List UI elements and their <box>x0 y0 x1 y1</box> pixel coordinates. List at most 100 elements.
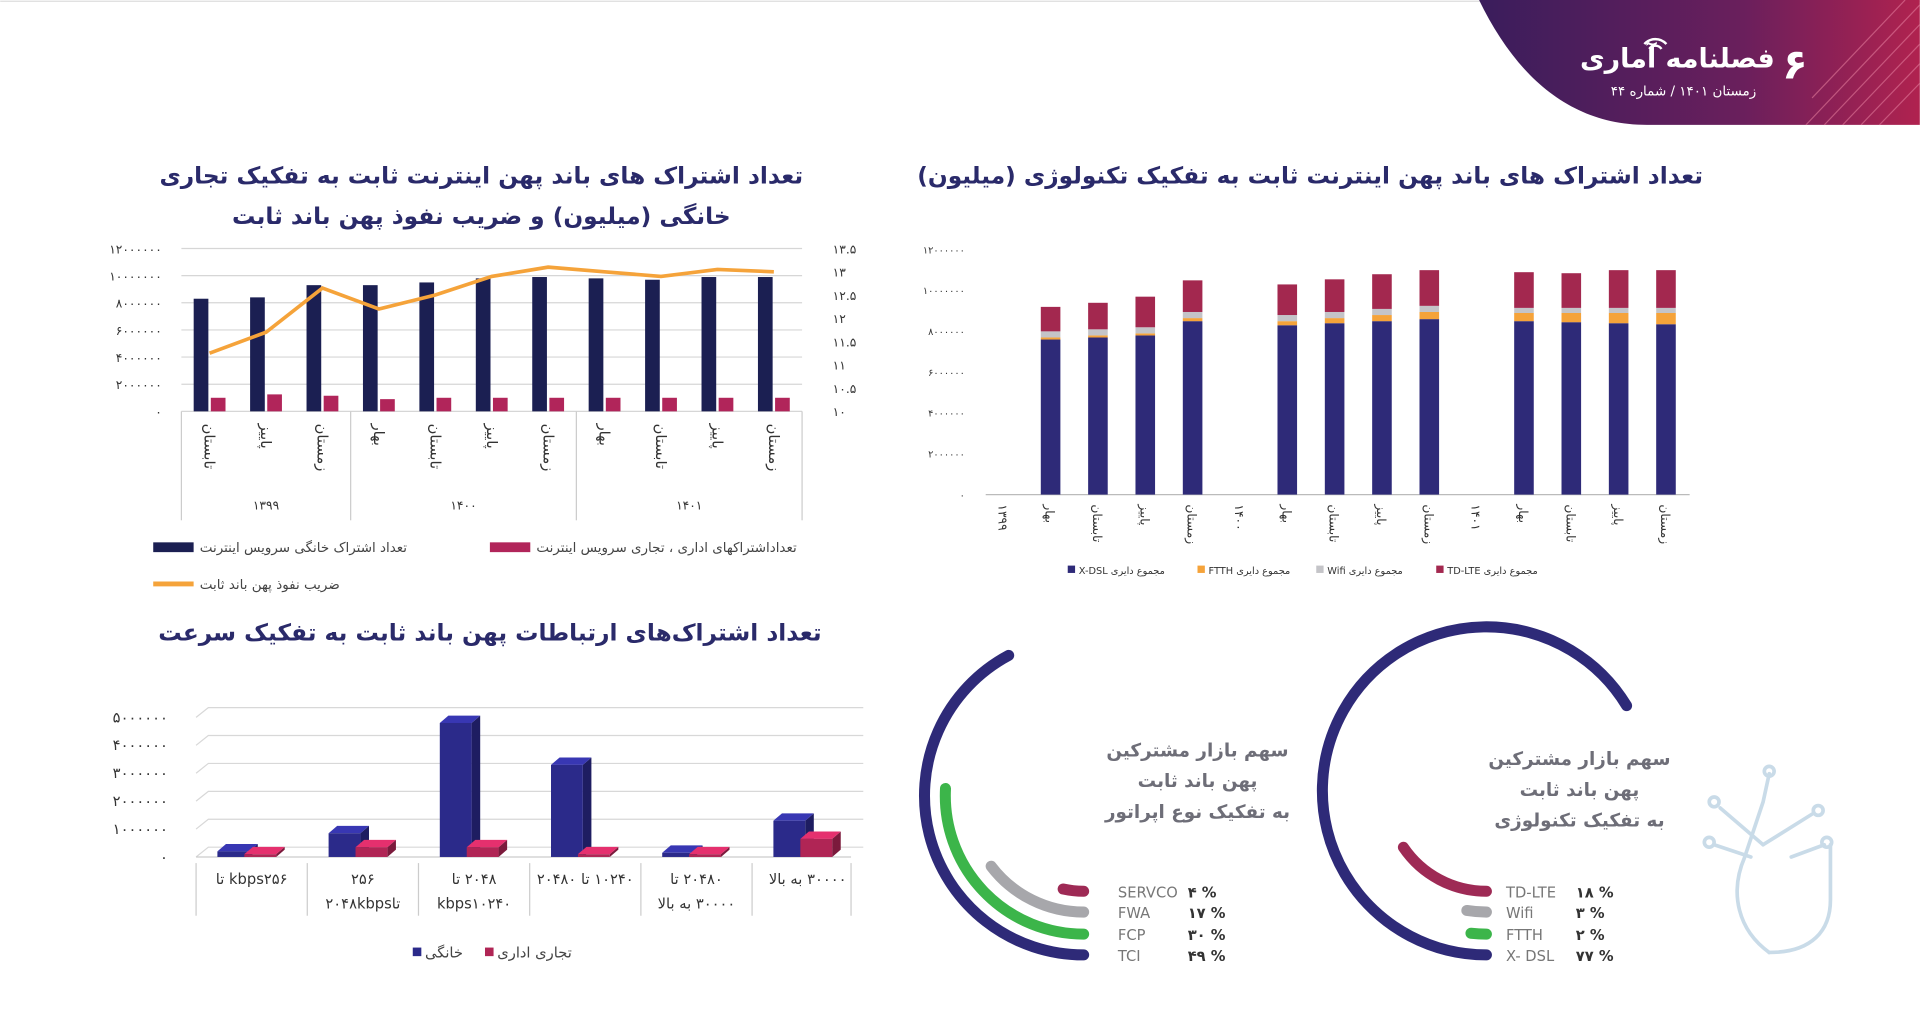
bar-segment <box>1324 318 1345 324</box>
y-tick-label: ۸۰۰۰۰۰۰ <box>928 327 965 338</box>
x-tick-label: پاییز <box>257 423 274 449</box>
bar <box>217 851 250 857</box>
x-tick-label: پاییز <box>1373 503 1388 525</box>
x-tick-label: پاییز <box>483 423 500 449</box>
value-label: ۲ % <box>1576 927 1605 944</box>
bar <box>701 277 717 412</box>
value-label: ۴ % <box>1188 884 1217 901</box>
x-tick-label: ۲۰۴۸۰ تا <box>670 871 723 888</box>
y2-tick-label: ۱۲ <box>833 312 847 326</box>
bar <box>380 399 395 412</box>
y-tick-label: ۳۰۰۰۰۰۰ <box>113 765 168 782</box>
bar <box>551 764 583 857</box>
x-tick-label: زمستان <box>1657 504 1672 544</box>
bar-top <box>355 839 396 848</box>
x-tick-label: تابستان <box>426 424 443 469</box>
bar-segment <box>1656 312 1676 325</box>
bar <box>577 854 610 857</box>
x-tick-label: ۲۰۴۸ تا <box>452 871 497 888</box>
legend-label: مجموع دایری TD-LTE <box>1446 566 1537 577</box>
bar-segment <box>1088 302 1108 330</box>
legend-label: مجموع دایری X-DSL <box>1079 566 1165 577</box>
y-tick-label: ۲۰۰۰۰۰۰ <box>113 793 168 810</box>
bar-segment <box>1419 305 1440 312</box>
bar-segment <box>1514 272 1534 308</box>
bar-side <box>582 757 592 857</box>
bar <box>662 852 695 857</box>
bar-side <box>832 831 841 857</box>
header-title: فصلنامه آماری <box>1580 41 1775 74</box>
radial-bar <box>1057 883 1090 897</box>
y2-tick-label: ۱۳.۵ <box>833 242 857 256</box>
x-tick-label: تابستان <box>201 424 218 469</box>
bar-top <box>328 825 369 834</box>
radial-bar <box>1465 927 1492 940</box>
bar-side <box>276 846 285 857</box>
bar-side <box>387 839 396 857</box>
legend-label: تعداداشتراکهای اداری ، تجاری سرویس اینتر… <box>536 541 797 556</box>
x-tick-label: ۳۰۰۰۰ به بالا <box>769 871 847 888</box>
legend-label: ضریب نفوذ پهن باند ثابت <box>200 578 340 593</box>
y-tick-label: ۶۰۰۰۰۰۰ <box>928 368 965 379</box>
bar <box>588 278 604 412</box>
category-label: FTTH <box>1506 927 1543 944</box>
bar <box>323 395 339 412</box>
bar-segment <box>1182 280 1203 312</box>
x-tick-label: زمستان <box>314 424 331 472</box>
legend-label: مجموع دایری FTTH <box>1209 566 1291 577</box>
chart-title: پهن باند ثابت <box>1520 780 1640 801</box>
bar-top <box>466 839 508 848</box>
y-tick-label: ۰ <box>160 849 168 866</box>
y-tick-label: ۲۰۰۰۰۰۰ <box>116 378 162 392</box>
grid-line <box>195 706 864 718</box>
bar <box>773 820 806 857</box>
bar-segment <box>1088 329 1108 336</box>
legend-swatch <box>412 947 422 957</box>
y2-tick-label: ۱۱.۵ <box>833 335 857 349</box>
legend-swatch <box>484 947 494 957</box>
y-tick-label: ۶۰۰۰۰۰۰ <box>116 324 162 338</box>
page-number: ۶ <box>1782 39 1807 88</box>
legend-swatch <box>1436 565 1444 573</box>
bar <box>718 397 734 412</box>
bar <box>244 854 277 857</box>
bar-top <box>244 846 285 855</box>
bar <box>193 298 209 412</box>
x-tick-label: تا۲۰۴۸kbps <box>325 895 400 912</box>
x-tick-label: بهار <box>370 423 387 446</box>
bar-segment <box>1277 284 1298 316</box>
bar <box>605 397 621 412</box>
y-tick-label: ۱۰۰۰۰۰۰۰ <box>923 286 965 297</box>
bar <box>210 397 226 412</box>
x-tick-label: ۱۴۰۱ <box>1469 504 1483 530</box>
x-tick-label: kbps۱۰۲۴۰ <box>437 895 511 912</box>
bar-segment <box>1277 325 1298 495</box>
bar <box>532 277 547 412</box>
header-lines <box>1805 0 1920 126</box>
y2-tick-label: ۱۰ <box>833 405 846 419</box>
y-tick-label: ۰ <box>960 490 965 501</box>
category-label: TD-LTE <box>1505 884 1556 901</box>
y-tick-label: ۱۲۰۰۰۰۰۰ <box>109 242 162 256</box>
category-label: Wifi <box>1506 905 1534 922</box>
bar-segment <box>1324 279 1345 312</box>
bar-segment <box>1608 323 1629 495</box>
bar-top <box>800 831 841 839</box>
bar <box>645 279 660 412</box>
x-tick-label: زمستان <box>1420 504 1435 544</box>
bar <box>475 278 491 412</box>
bar-segment <box>1135 333 1156 336</box>
y-tick-label: ۰ <box>155 405 162 419</box>
y-tick-label: ۱۰۰۰۰۰۰ <box>113 821 168 838</box>
value-label: ۱۸ % <box>1576 884 1614 901</box>
bar-segment <box>1419 319 1440 495</box>
x-tick-label: زمستان <box>765 424 782 472</box>
legend-swatch <box>489 542 531 553</box>
logo-decor <box>1702 764 1834 955</box>
x-tick-label: تابستان <box>1327 504 1341 542</box>
radial-bar <box>1397 841 1492 897</box>
x-group-label: ۱۴۰۰ <box>450 498 476 512</box>
chart-title: تعداد اشتراک‌های ارتباطات پهن باند ثابت … <box>158 619 821 646</box>
legend-label: تجاری اداری <box>497 944 572 961</box>
